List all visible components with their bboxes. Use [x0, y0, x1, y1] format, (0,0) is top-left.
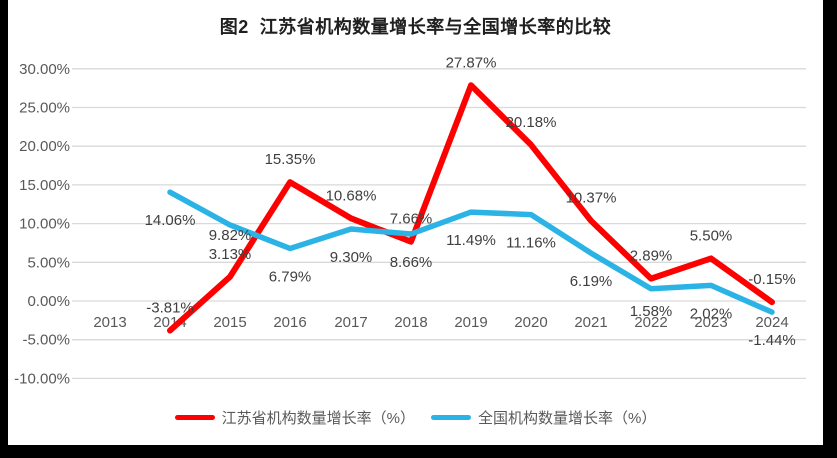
svg-text:10.37%: 10.37% — [566, 190, 617, 207]
svg-text:3.13%: 3.13% — [209, 246, 252, 263]
svg-text:20.00%: 20.00% — [19, 138, 70, 155]
svg-text:27.87%: 27.87% — [446, 54, 497, 71]
svg-text:20.18%: 20.18% — [506, 114, 557, 131]
svg-text:2022: 2022 — [634, 314, 667, 331]
svg-text:10.00%: 10.00% — [19, 216, 70, 233]
svg-text:15.00%: 15.00% — [19, 177, 70, 194]
legend-label-national: 全国机构数量增长率（%） — [478, 410, 657, 427]
svg-text:-5.00%: -5.00% — [22, 332, 70, 349]
svg-text:8.66%: 8.66% — [390, 254, 433, 271]
svg-text:6.79%: 6.79% — [269, 268, 312, 285]
svg-text:2023: 2023 — [694, 314, 727, 331]
svg-text:5.00%: 5.00% — [27, 254, 70, 271]
legend-line-red — [174, 415, 215, 420]
legend-item-jiangsu: 江苏省机构数量增长率（%） — [174, 407, 415, 428]
svg-text:1.58%: 1.58% — [630, 303, 673, 320]
svg-text:2.02%: 2.02% — [690, 305, 733, 322]
svg-text:2021: 2021 — [574, 314, 607, 331]
legend-item-national: 全国机构数量增长率（%） — [431, 407, 656, 428]
svg-text:2024: 2024 — [755, 314, 788, 331]
svg-text:11.49%: 11.49% — [446, 232, 496, 249]
svg-text:25.00%: 25.00% — [19, 100, 70, 117]
svg-text:11.16%: 11.16% — [506, 235, 556, 252]
svg-text:2016: 2016 — [273, 314, 306, 331]
svg-text:5.50%: 5.50% — [690, 227, 733, 244]
legend-label-jiangsu: 江苏省机构数量增长率（%） — [221, 410, 415, 427]
svg-text:9.30%: 9.30% — [330, 249, 373, 266]
svg-text:2015: 2015 — [213, 314, 246, 331]
chart-container: 图2 江苏省机构数量增长率与全国增长率的比较 30.00% 25.00% 20.00… — [8, 0, 823, 445]
svg-text:-3.81%: -3.81% — [146, 299, 194, 316]
svg-text:6.19%: 6.19% — [570, 273, 613, 290]
svg-text:2.89%: 2.89% — [630, 248, 673, 265]
chart-legend: 江苏省机构数量增长率（%） 全国机构数量增长率（%） — [8, 407, 823, 428]
svg-text:0.00%: 0.00% — [27, 293, 70, 310]
svg-text:-10.00%: -10.00% — [14, 370, 70, 387]
chart-title: 图2 江苏省机构数量增长率与全国增长率的比较 — [219, 17, 612, 37]
svg-text:2013: 2013 — [93, 314, 126, 331]
svg-text:7.66%: 7.66% — [390, 211, 433, 228]
svg-text:2017: 2017 — [334, 314, 367, 331]
svg-text:2019: 2019 — [454, 314, 487, 331]
chart-canvas: 30.00% 25.00% 20.00% 15.00% 10.00% 5.00% 0.00%… — [14, 54, 806, 387]
svg-text:2018: 2018 — [394, 314, 427, 331]
svg-text:-0.15%: -0.15% — [748, 271, 796, 288]
svg-text:-1.44%: -1.44% — [748, 332, 796, 349]
svg-text:14.06%: 14.06% — [145, 212, 196, 229]
svg-text:2020: 2020 — [514, 314, 547, 331]
svg-text:30.00%: 30.00% — [19, 61, 70, 78]
svg-text:10.68%: 10.68% — [326, 187, 377, 204]
svg-text:15.35%: 15.35% — [265, 151, 316, 168]
svg-text:9.82%: 9.82% — [209, 227, 252, 244]
legend-line-blue — [431, 415, 471, 420]
